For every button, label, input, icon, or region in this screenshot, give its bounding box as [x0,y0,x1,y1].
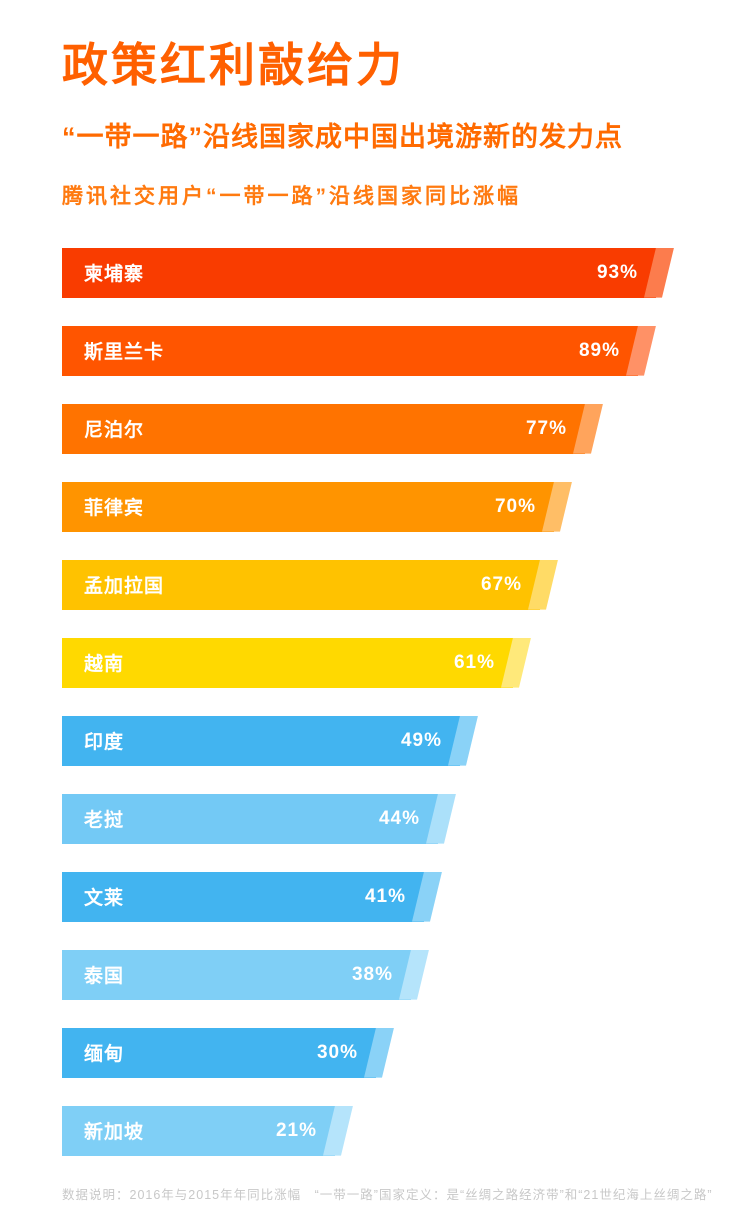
bar-row: 新加坡 21% [62,1105,720,1156]
bar-face: 泰国 38% [62,949,411,1000]
bar-label: 孟加拉国 [84,576,165,598]
bar-value: 77% [525,417,567,439]
bar-label: 泰国 [84,966,125,988]
bar-label: 文莱 [84,888,125,910]
bar-brunei: 文莱 41% [62,871,720,922]
bar-value: 67% [480,573,522,595]
bar-face: 斯里兰卡 89% [62,325,638,376]
bar-label: 缅甸 [84,1044,125,1066]
bar-row: 孟加拉国 67% [62,559,720,610]
bar-value: 41% [364,885,406,907]
bar-face: 柬埔寨 93% [62,247,656,298]
bar-label: 菲律宾 [84,498,145,520]
bar-value: 89% [578,339,620,361]
bar-row: 文莱 41% [62,871,720,922]
bar-myanmar: 缅甸 30% [62,1027,720,1078]
bar-label: 越南 [84,654,125,676]
bar-row: 印度 49% [62,715,720,766]
bar-value: 93% [596,261,638,283]
bar-value: 70% [494,495,536,517]
bar-value: 44% [378,807,420,829]
bar-value: 21% [275,1119,317,1141]
bar-laos: 老挝 44% [62,793,720,844]
bar-sri-lanka: 斯里兰卡 89% [62,325,720,376]
bar-label: 尼泊尔 [84,420,145,442]
bar-row: 菲律宾 70% [62,481,720,532]
bar-label: 老挝 [84,810,125,832]
bar-thailand: 泰国 38% [62,949,720,1000]
bar-face: 印度 49% [62,715,460,766]
bar-philippines: 菲律宾 70% [62,481,720,532]
bar-row: 尼泊尔 77% [62,403,720,454]
bar-label: 印度 [84,732,125,754]
bar-face: 文莱 41% [62,871,424,922]
bar-bangladesh: 孟加拉国 67% [62,559,720,610]
bar-face: 新加坡 21% [62,1105,335,1156]
bar-row: 越南 61% [62,637,720,688]
bar-india: 印度 49% [62,715,720,766]
bar-face: 孟加拉国 67% [62,559,540,610]
bar-row: 柬埔寨 93% [62,247,720,298]
page-subtitle: “一带一路”沿线国家成中国出境游新的发力点 [62,121,623,152]
bar-row: 缅甸 30% [62,1027,720,1078]
bar-value: 61% [453,651,495,673]
bar-nepal: 尼泊尔 77% [62,403,720,454]
bar-row: 老挝 44% [62,793,720,844]
bar-value: 38% [351,963,393,985]
bar-face: 尼泊尔 77% [62,403,585,454]
bar-label: 新加坡 [84,1122,145,1144]
bar-face: 老挝 44% [62,793,438,844]
bar-chart: 柬埔寨 93% 斯里兰卡 89% 尼泊尔 77% [62,247,720,1156]
bar-row: 斯里兰卡 89% [62,325,720,376]
chart-title: 腾讯社交用户“一带一路”沿线国家同比涨幅 [62,184,521,208]
data-source-note: 数据说明：2016年与2015年年同比涨幅 “一带一路”国家定义：是“丝绸之路经… [62,1187,713,1202]
bar-face: 缅甸 30% [62,1027,376,1078]
bar-value: 49% [400,729,442,751]
bar-singapore: 新加坡 21% [62,1105,720,1156]
bar-cambodia: 柬埔寨 93% [62,247,720,298]
bar-vietnam: 越南 61% [62,637,720,688]
bar-face: 菲律宾 70% [62,481,554,532]
bar-row: 泰国 38% [62,949,720,1000]
bar-label: 斯里兰卡 [84,342,165,364]
bar-value: 30% [316,1041,358,1063]
bar-label: 柬埔寨 [84,264,145,286]
bar-face: 越南 61% [62,637,513,688]
page-title: 政策红利敲给力 [62,39,405,91]
